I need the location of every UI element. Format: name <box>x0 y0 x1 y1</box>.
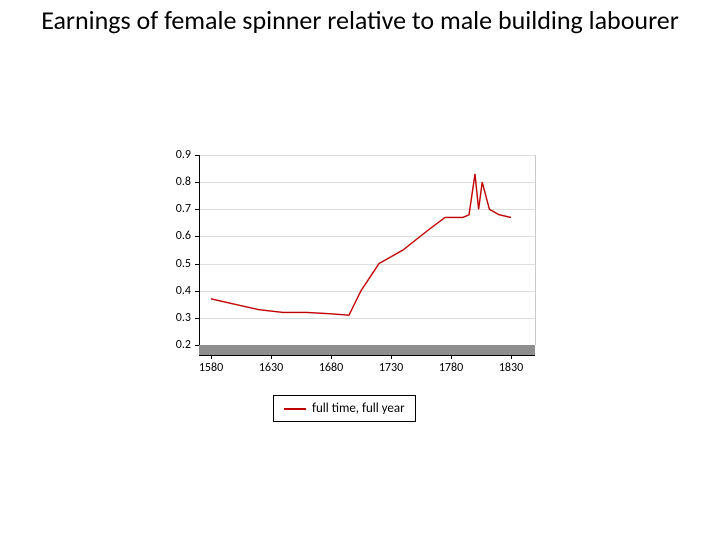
y-tick <box>195 155 199 156</box>
y-tick <box>195 209 199 210</box>
x-tick <box>331 355 332 359</box>
legend-swatch <box>284 408 306 410</box>
x-tick-label: 1580 <box>199 361 223 375</box>
y-tick-label: 0.5 <box>155 257 191 271</box>
y-tick-label: 0.7 <box>155 202 191 216</box>
x-tick <box>391 355 392 359</box>
slide: Earnings of female spinner relative to m… <box>0 0 720 540</box>
y-tick <box>195 345 199 346</box>
y-tick-label: 0.9 <box>155 148 191 162</box>
x-tick <box>211 355 212 359</box>
x-tick-label: 1630 <box>259 361 283 375</box>
x-tick <box>511 355 512 359</box>
x-axis-bar <box>199 345 535 355</box>
line-series-svg <box>199 155 535 345</box>
y-tick <box>195 182 199 183</box>
series-line <box>211 174 511 315</box>
x-tick-label: 1730 <box>379 361 403 375</box>
x-axis <box>199 355 535 356</box>
x-tick <box>271 355 272 359</box>
y-tick <box>195 236 199 237</box>
y-tick <box>195 264 199 265</box>
y-tick-label: 0.3 <box>155 311 191 325</box>
y-tick-label: 0.4 <box>155 284 191 298</box>
y-tick-label: 0.8 <box>155 175 191 189</box>
x-tick-label: 1680 <box>319 361 343 375</box>
legend-label: full time, full year <box>312 401 405 416</box>
slide-title: Earnings of female spinner relative to m… <box>0 6 720 36</box>
x-tick-label: 1780 <box>439 361 463 375</box>
y-tick-label: 0.6 <box>155 229 191 243</box>
x-tick <box>451 355 452 359</box>
legend: full time, full year <box>273 395 416 422</box>
x-tick-label: 1830 <box>499 361 523 375</box>
y-tick-label: 0.2 <box>155 338 191 352</box>
y-tick <box>195 291 199 292</box>
y-tick <box>195 318 199 319</box>
